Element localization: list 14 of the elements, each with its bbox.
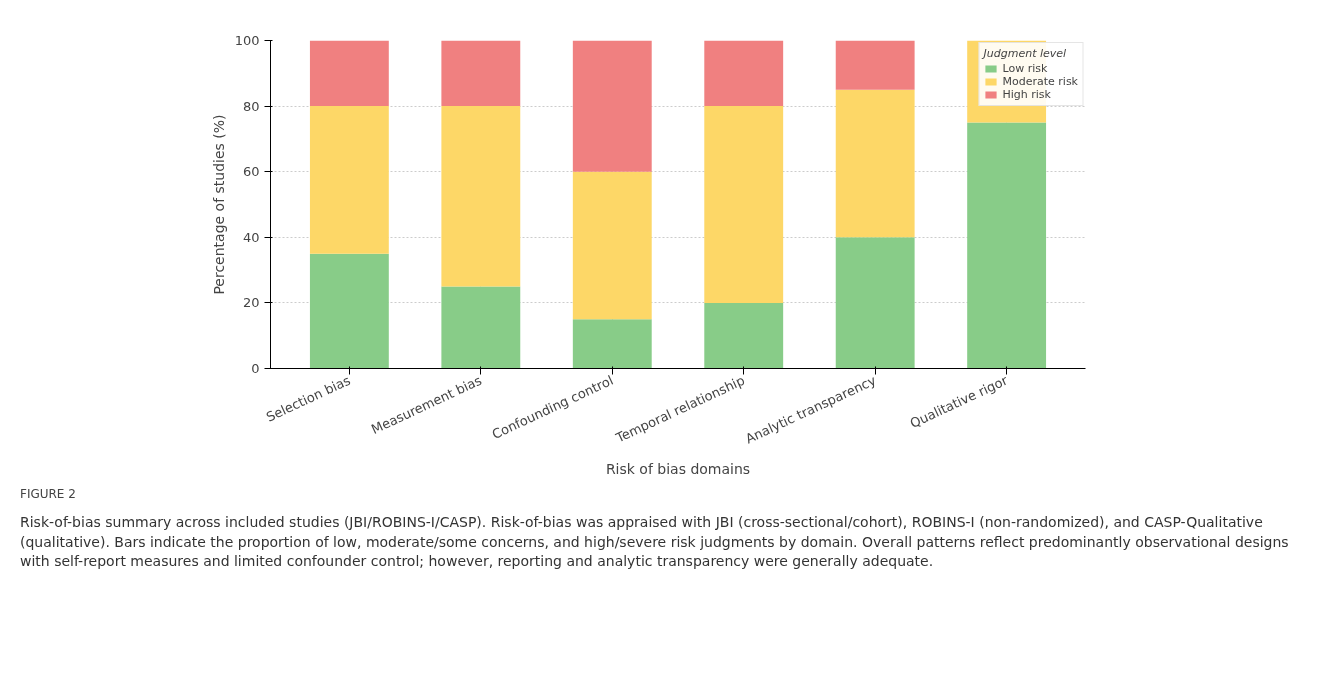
y-tick-label: 80 — [242, 98, 260, 114]
legend-title: Judgment level — [983, 47, 1068, 60]
y-axis-title: Percentage of studies (%) — [210, 114, 227, 295]
y-tick-label: 100 — [234, 33, 260, 48]
y-tick-label: 40 — [242, 229, 260, 245]
legend-label: Low risk — [1002, 62, 1048, 75]
text: Risk-of-bias summary across included studies (JBI/ROBINS-I/CASP). Risk-of-bias was appraised with JBI (cross-sectional/cohort), ROBINS-I (non-randomized), and CASP-Qualitative (qualitative). Bars indicate the proportion of low, moderate/some concerns, and high/severe risk judgments by domain. Overall patterns reflect predominantly observational designs with self-report measures and limited confounder control; however, reporting and analytic transparency were generally adequate. — [20, 513, 1290, 572]
caption: FIGURE 2 — [20, 486, 76, 503]
legend-label: Moderate risk — [1002, 75, 1078, 88]
x-axis-title: Risk of bias domains — [605, 461, 751, 478]
legend-label: High risk — [1002, 88, 1051, 101]
y-tick-label: 20 — [242, 295, 260, 311]
y-tick-label: 60 — [242, 164, 260, 180]
y-tick-label: 0 — [251, 361, 260, 376]
